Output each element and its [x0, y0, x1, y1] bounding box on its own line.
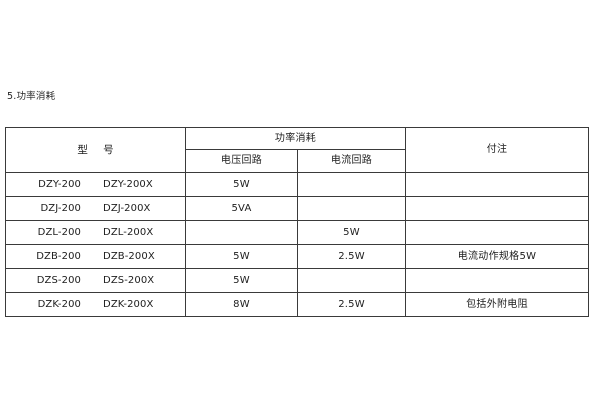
model-name-secondary: DZS-200X — [103, 274, 155, 286]
cell-current-circuit — [296, 268, 407, 293]
cell-voltage-circuit: 5VA — [185, 196, 298, 221]
cell-model: DZJ-200 DZJ-200X — [5, 196, 186, 221]
table-row: DZB-200 DZB-200X 5W 2.5W 电流动作规格5W — [5, 244, 590, 269]
cell-voltage-circuit: 5W — [185, 172, 298, 197]
model-name-primary: DZB-200 — [36, 250, 82, 262]
section-title: 5.功率消耗 — [7, 91, 56, 102]
model-name-secondary: DZL-200X — [103, 226, 154, 238]
remark-value: 电流动作规格5W — [457, 250, 537, 262]
header-cell-voltage-circuit: 电压回路 — [185, 149, 298, 173]
table-row: DZS-200 DZS-200X 5W — [5, 268, 590, 293]
header-label-model: 型 号 — [77, 143, 120, 156]
voltage-value: 8W — [233, 298, 250, 310]
cell-remark: 电流动作规格5W — [405, 244, 590, 269]
model-name-primary: DZY-200 — [38, 178, 82, 190]
header-cell-model: 型 号 — [5, 127, 186, 173]
current-value: 2.5W — [338, 298, 365, 310]
table-row: DZJ-200 DZJ-200X 5VA — [5, 196, 590, 221]
current-value: 5W — [343, 226, 360, 238]
cell-model: DZK-200 DZK-200X — [5, 292, 186, 317]
header-label-voltage-circuit: 电压回路 — [220, 155, 263, 166]
cell-voltage-circuit: 5W — [185, 268, 298, 293]
cell-remark — [405, 220, 590, 245]
voltage-value: 5VA — [231, 202, 252, 214]
model-pair: DZS-200 DZS-200X — [6, 269, 185, 292]
cell-current-circuit — [296, 196, 407, 221]
model-name-primary: DZS-200 — [36, 274, 82, 286]
cell-model: DZB-200 DZB-200X — [5, 244, 186, 269]
cell-current-circuit — [296, 172, 407, 197]
voltage-value: 5W — [233, 250, 250, 262]
model-pair: DZJ-200 DZJ-200X — [6, 197, 185, 220]
header-label-remark: 付注 — [486, 144, 508, 155]
power-consumption-table: 型 号 功率消耗 付注 电压回路 电流回路 — [5, 127, 590, 317]
model-pair: DZB-200 DZB-200X — [6, 245, 185, 268]
cell-current-circuit: 2.5W — [296, 292, 407, 317]
cell-remark — [405, 268, 590, 293]
header-label-current-circuit: 电流回路 — [330, 155, 373, 166]
cell-model: DZS-200 DZS-200X — [5, 268, 186, 293]
model-name-secondary: DZJ-200X — [103, 202, 151, 214]
cell-current-circuit: 5W — [296, 220, 407, 245]
model-name-secondary: DZK-200X — [103, 298, 154, 310]
power-consumption-table-container: 型 号 功率消耗 付注 电压回路 电流回路 — [5, 127, 590, 317]
remark-value: 包括外附电阻 — [466, 298, 528, 310]
header-cell-power-group: 功率消耗 — [184, 127, 407, 150]
cell-voltage-circuit: 5W — [185, 244, 298, 269]
cell-remark — [405, 196, 590, 221]
model-pair: DZK-200 DZK-200X — [6, 293, 185, 316]
table-row: DZK-200 DZK-200X 8W 2.5W 包括外附电阻 — [5, 292, 590, 317]
header-cell-current-circuit: 电流回路 — [296, 149, 407, 173]
cell-remark: 包括外附电阻 — [405, 292, 590, 317]
header-label-power-group: 功率消耗 — [274, 132, 317, 144]
cell-current-circuit: 2.5W — [296, 244, 407, 269]
cell-voltage-circuit: 8W — [185, 292, 298, 317]
table-row: DZL-200 DZL-200X 5W — [5, 220, 590, 245]
model-pair: DZL-200 DZL-200X — [6, 221, 185, 244]
header-cell-remark: 付注 — [405, 127, 590, 173]
cell-model: DZL-200 DZL-200X — [5, 220, 186, 245]
table-header-row-top: 型 号 功率消耗 付注 — [5, 127, 590, 173]
model-pair: DZY-200 DZY-200X — [6, 173, 185, 196]
model-name-secondary: DZB-200X — [103, 250, 155, 262]
cell-voltage-circuit — [185, 220, 298, 245]
voltage-value: 5W — [233, 274, 250, 286]
model-name-secondary: DZY-200X — [103, 178, 153, 190]
cell-remark — [405, 172, 590, 197]
current-value: 2.5W — [338, 250, 365, 262]
voltage-value: 5W — [233, 178, 250, 190]
model-name-primary: DZJ-200 — [40, 202, 82, 214]
model-name-primary: DZL-200 — [37, 226, 82, 238]
model-name-primary: DZK-200 — [37, 298, 82, 310]
cell-model: DZY-200 DZY-200X — [5, 172, 186, 197]
table-row: DZY-200 DZY-200X 5W — [5, 172, 590, 197]
